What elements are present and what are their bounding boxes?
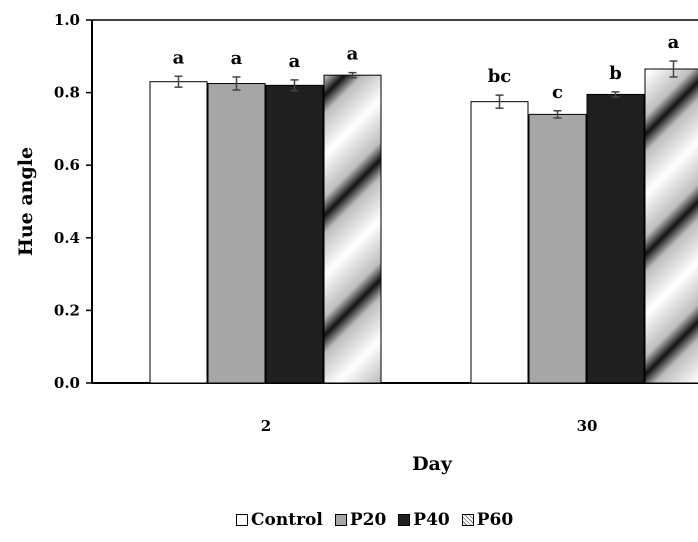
y-tick-label: 0.2 (54, 301, 80, 319)
x-tick-label: 2 (261, 417, 271, 435)
significance-letter: a (231, 48, 243, 69)
bar-p60-2 (323, 74, 382, 384)
y-tick-label: 0.6 (54, 156, 80, 174)
legend-item-p60: P60 (461, 510, 514, 530)
legend-label-p40: P40 (413, 510, 450, 530)
significance-letter: c (552, 82, 563, 103)
legend-label-p60: P60 (476, 510, 514, 530)
legend-item-p40: P40 (398, 510, 450, 530)
bar-p20-2 (207, 83, 266, 384)
legend: Control P20 P40 P60 (236, 510, 513, 530)
legend-label-control: Control (251, 510, 323, 530)
y-tick-label: 0.4 (54, 229, 80, 247)
significance-letter: a (289, 51, 301, 72)
significance-letter: b (609, 63, 622, 84)
legend-label-p20: P20 (349, 510, 387, 530)
significance-letter: a (668, 32, 680, 53)
x-axis-title: Day (412, 453, 453, 475)
significance-letter: bc (488, 66, 512, 87)
significance-letter: a (347, 44, 359, 65)
y-tick-label: 0.0 (54, 374, 80, 392)
x-tick-label: 30 (577, 417, 598, 435)
legend-swatch-control (236, 514, 248, 526)
y-tick-label: 1.0 (54, 11, 80, 29)
bar-p60-30 (644, 68, 698, 384)
bar-p20-30 (528, 113, 587, 384)
legend-swatch-p40 (398, 514, 411, 526)
legend-item-control: Control (236, 510, 323, 530)
significance-letter: a (173, 47, 185, 68)
legend-swatch-p20 (334, 514, 347, 526)
legend-swatch-p60 (461, 514, 474, 526)
bar-control-2 (149, 81, 208, 384)
y-axis-title: Hue angle (15, 147, 37, 256)
bar-p40-30 (586, 93, 645, 384)
y-tick-label: 0.8 (54, 84, 80, 102)
legend-item-p20: P20 (334, 510, 387, 530)
bar-control-30 (470, 101, 529, 384)
bar-p40-2 (265, 84, 324, 384)
